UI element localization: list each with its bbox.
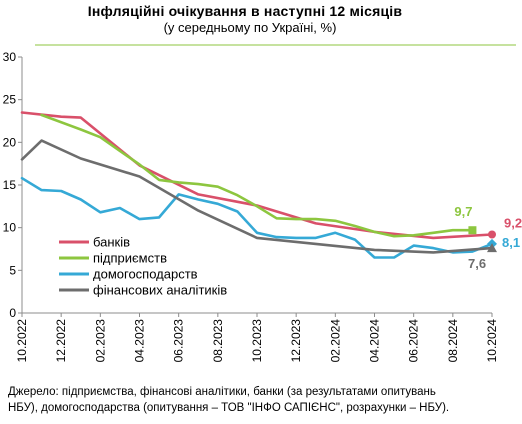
x-tick-label: 10.2023	[250, 319, 264, 363]
legend-label-banks: банків	[93, 235, 130, 250]
end-marker-analysts	[487, 243, 497, 253]
series-line-analysts	[20, 139, 494, 254]
x-tick-label: 12.2023	[289, 319, 303, 363]
y-tick-label: 30	[3, 50, 17, 64]
x-tick-label: 04.2024	[368, 319, 382, 363]
x-tick-label: 02.2023	[93, 319, 107, 363]
x-tick-label: 06.2023	[172, 319, 186, 363]
legend-label-analysts: фінансових аналітиків	[93, 283, 227, 298]
series-line-banks	[20, 111, 494, 240]
x-tick-label: 02.2024	[328, 319, 342, 363]
end-label-analysts: 7,6	[468, 256, 486, 271]
end-label-households: 8,1	[502, 235, 520, 250]
end-marker-banks	[488, 230, 496, 239]
y-tick-label: 15	[3, 178, 17, 192]
x-tick-label: 06.2024	[407, 319, 421, 363]
y-tick-label: 0	[9, 306, 16, 320]
series-line-households	[20, 176, 494, 259]
end-label-enterprises: 9,7	[454, 204, 472, 219]
y-tick-label: 20	[3, 135, 17, 149]
y-tick-label: 25	[3, 93, 17, 107]
x-tick-label: 04.2023	[133, 319, 147, 363]
x-tick-label: 10.2024	[485, 319, 499, 363]
chart-title: Інфляційні очікування в наступні 12 міся…	[87, 3, 403, 19]
source-line-1: Джерело: підприємства, фінансові аналіти…	[8, 386, 436, 398]
chart-subtitle: (у середньому по Україні, %)	[163, 20, 337, 35]
source-note: Джерело: підприємства, фінансові аналіти…	[8, 384, 518, 416]
x-tick-label: 08.2024	[446, 319, 460, 363]
legend-label-households: домогосподарств	[93, 267, 198, 282]
series-line-enterprises	[40, 113, 474, 238]
legend-label-enterprises: підприємств	[93, 251, 167, 266]
y-tick-label: 5	[9, 263, 16, 277]
x-tick-label: 10.2022	[15, 319, 29, 363]
y-tick-label: 10	[3, 221, 17, 235]
source-line-2: НБУ), домогосподарства (опитування – ТОВ…	[8, 402, 450, 414]
x-tick-label: 08.2023	[211, 319, 225, 363]
end-label-banks: 9,2	[504, 215, 522, 230]
x-tick-label: 12.2022	[54, 319, 68, 363]
end-marker-enterprises	[468, 226, 477, 235]
